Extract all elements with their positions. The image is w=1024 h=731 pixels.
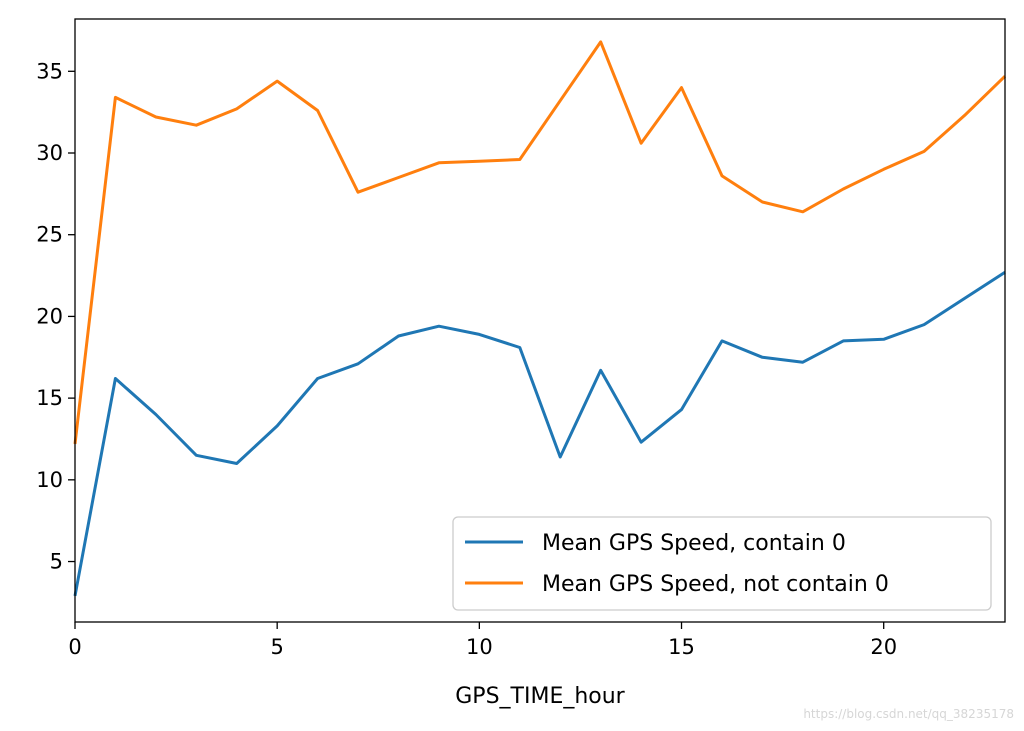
y-tick-label: 20 [36,304,63,328]
y-tick-label: 30 [36,141,63,165]
x-axis-label: GPS_TIME_hour [455,684,625,709]
y-tick-label: 15 [36,386,63,410]
legend-label-1: Mean GPS Speed, contain 0 [542,531,846,556]
y-tick-label: 25 [36,223,63,247]
x-tick-label: 20 [870,635,897,659]
x-axis-ticks: 0 5 10 15 20 [68,622,897,659]
y-tick-label: 5 [50,550,63,574]
series-line-2 [73,40,1007,445]
plot-frame [74,18,1006,623]
legend-label-2: Mean GPS Speed, not contain 0 [542,572,889,597]
x-tick-label: 10 [466,635,493,659]
y-tick-label: 10 [36,468,63,492]
y-axis-ticks: 5 10 15 20 25 30 35 [36,59,75,574]
y-tick-label: 35 [36,59,63,83]
series-line-1 [73,271,1006,597]
legend-box [452,516,992,611]
x-tick-label: 15 [668,635,695,659]
legend: Mean GPS Speed, contain 0 Mean GPS Speed,… [452,516,992,611]
x-tick-label: 0 [68,635,81,659]
series-layer [73,40,1007,597]
watermark: https://blog.csdn.net/qq_38235178 [803,707,1014,721]
x-tick-label: 5 [270,635,283,659]
